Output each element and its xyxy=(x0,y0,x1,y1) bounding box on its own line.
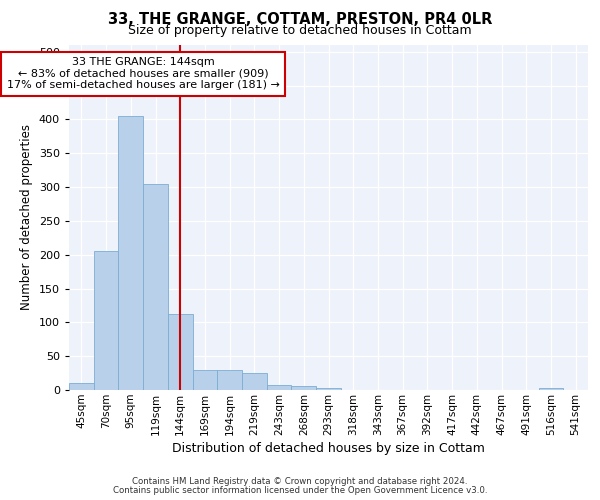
Bar xyxy=(316,388,341,390)
Bar xyxy=(539,388,563,390)
Y-axis label: Number of detached properties: Number of detached properties xyxy=(20,124,33,310)
Text: Size of property relative to detached houses in Cottam: Size of property relative to detached ho… xyxy=(128,24,472,37)
Text: Contains HM Land Registry data © Crown copyright and database right 2024.: Contains HM Land Registry data © Crown c… xyxy=(132,477,468,486)
Bar xyxy=(118,116,143,390)
Bar xyxy=(193,370,217,390)
Bar xyxy=(217,370,242,390)
Bar xyxy=(168,314,193,390)
Text: 33 THE GRANGE: 144sqm
← 83% of detached houses are smaller (909)
17% of semi-det: 33 THE GRANGE: 144sqm ← 83% of detached … xyxy=(7,57,280,90)
Bar xyxy=(267,384,292,390)
Bar xyxy=(94,252,118,390)
Bar xyxy=(292,386,316,390)
Text: 33, THE GRANGE, COTTAM, PRESTON, PR4 0LR: 33, THE GRANGE, COTTAM, PRESTON, PR4 0LR xyxy=(108,12,492,28)
Bar xyxy=(242,373,267,390)
Bar xyxy=(69,383,94,390)
Text: Contains public sector information licensed under the Open Government Licence v3: Contains public sector information licen… xyxy=(113,486,487,495)
X-axis label: Distribution of detached houses by size in Cottam: Distribution of detached houses by size … xyxy=(172,442,485,455)
Bar xyxy=(143,184,168,390)
